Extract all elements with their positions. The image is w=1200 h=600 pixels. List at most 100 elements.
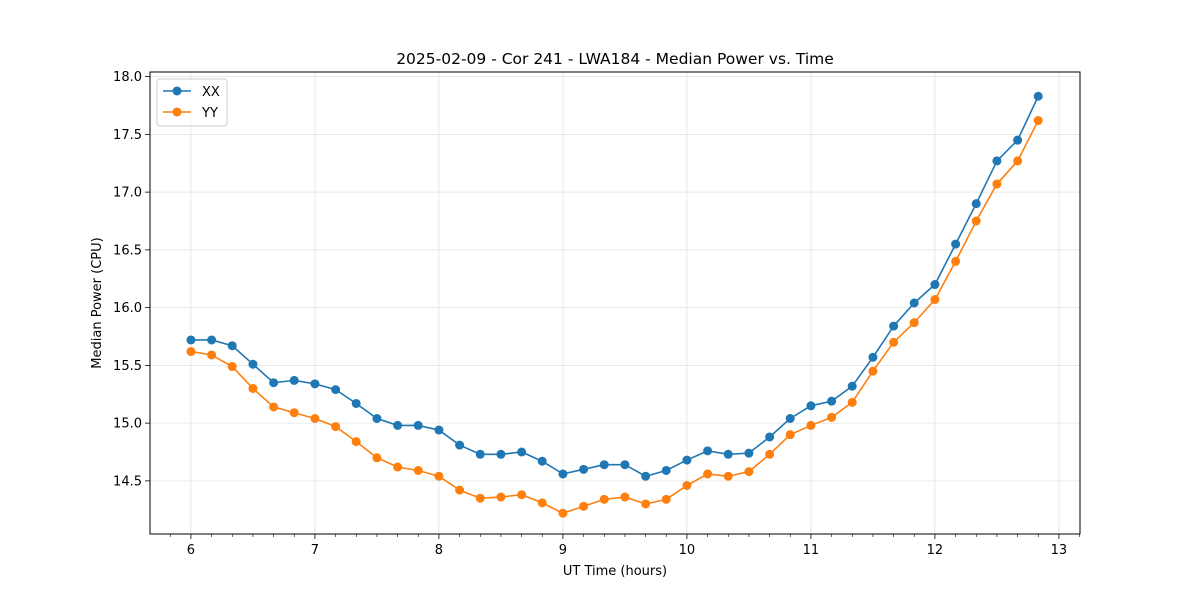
legend-entry-xx: XX (163, 85, 220, 100)
data-point-yy (496, 492, 506, 502)
data-point-xx (393, 420, 403, 430)
data-point-yy (434, 471, 444, 481)
series-yy (186, 116, 1043, 518)
y-tick-label: 16.5 (113, 243, 142, 258)
data-point-yy (806, 420, 816, 430)
y-axis-label: Median Power (CPU) (90, 237, 105, 368)
chart-title: 2025-02-09 - Cor 241 - LWA184 - Median P… (396, 50, 834, 68)
legend-marker-xx (172, 86, 182, 96)
data-point-yy (289, 408, 299, 418)
x-axis-label: UT Time (hours) (563, 564, 667, 579)
data-point-yy (579, 501, 589, 511)
data-point-xx (951, 239, 961, 249)
data-point-yy (744, 467, 754, 477)
grid (150, 72, 1080, 534)
data-point-xx (785, 414, 795, 423)
plot-frame (149, 71, 1081, 535)
data-point-xx (599, 460, 609, 470)
data-point-xx (289, 375, 299, 385)
data-point-yy (269, 402, 279, 412)
data-point-xx (372, 414, 382, 423)
data-point-xx (641, 471, 651, 481)
data-point-xx (682, 455, 692, 465)
y-tick-label: 14.5 (113, 474, 142, 489)
data-point-yy (723, 471, 733, 481)
data-point-yy (930, 295, 940, 305)
x-tick-label: 8 (435, 543, 443, 558)
data-point-yy (785, 430, 795, 440)
data-point-xx (909, 298, 919, 308)
x-tick-label: 6 (187, 543, 195, 558)
data-point-xx (765, 432, 775, 442)
data-point-xx (806, 401, 816, 411)
data-point-yy (1033, 116, 1043, 126)
data-point-yy (703, 469, 713, 479)
y-tick-label: 18.0 (113, 70, 142, 85)
y-tick-label: 15.5 (113, 359, 142, 374)
y-tick-label: 17.0 (113, 186, 142, 201)
data-point-yy (971, 216, 981, 226)
data-point-xx (930, 280, 940, 290)
data-point-yy (641, 499, 651, 509)
data-point-yy (227, 362, 237, 372)
data-point-yy (661, 494, 671, 504)
x-tick-label: 12 (927, 543, 944, 558)
data-point-yy (992, 179, 1002, 189)
legend: XX YY (156, 78, 228, 127)
data-point-xx (661, 465, 671, 475)
data-point-xx (331, 385, 341, 395)
data-point-yy (331, 422, 341, 432)
data-point-xx (351, 398, 361, 408)
data-point-xx (992, 156, 1002, 166)
data-point-xx (248, 359, 258, 369)
data-point-xx (1013, 135, 1023, 145)
x-axis-ticks: 6 7 8 9 10 11 12 13 (169, 534, 1080, 558)
data-point-yy (1013, 156, 1023, 166)
data-point-yy (620, 492, 630, 502)
data-point-yy (372, 453, 382, 463)
data-point-xx (227, 341, 237, 351)
data-point-yy (186, 347, 196, 357)
data-point-xx (455, 440, 465, 450)
legend-label-xx: XX (202, 85, 220, 100)
data-point-yy (475, 493, 485, 503)
data-point-xx (517, 447, 527, 457)
series-xx (186, 91, 1043, 481)
data-point-xx (703, 446, 713, 456)
data-point-yy (682, 480, 692, 490)
data-point-yy (351, 437, 361, 447)
data-point-xx (971, 199, 981, 209)
data-point-yy (599, 494, 609, 504)
data-point-xx (434, 425, 444, 435)
data-point-xx (620, 460, 630, 470)
data-point-xx (413, 420, 423, 430)
data-point-xx (847, 381, 857, 391)
data-point-yy (207, 350, 217, 360)
data-point-xx (310, 379, 320, 389)
data-point-yy (765, 449, 775, 459)
data-point-yy (951, 256, 961, 266)
data-point-xx (496, 449, 506, 459)
data-point-xx (558, 469, 568, 479)
series-layer (186, 91, 1043, 518)
data-point-yy (393, 462, 403, 472)
data-point-xx (186, 335, 196, 345)
data-point-yy (248, 383, 258, 393)
data-point-xx (889, 321, 899, 331)
legend-entry-yy: YY (163, 106, 218, 121)
data-point-xx (475, 449, 485, 459)
data-point-xx (744, 448, 754, 458)
data-point-yy (558, 508, 568, 518)
legend-marker-yy (172, 107, 182, 117)
data-point-xx (827, 396, 837, 406)
x-tick-label: 11 (803, 543, 820, 558)
data-point-yy (310, 414, 320, 423)
data-point-yy (455, 485, 465, 495)
data-point-xx (269, 378, 279, 388)
legend-label-yy: YY (201, 106, 218, 121)
y-tick-label: 15.0 (113, 417, 142, 432)
data-point-xx (723, 449, 733, 459)
data-point-yy (909, 318, 919, 328)
data-point-xx (537, 456, 547, 466)
